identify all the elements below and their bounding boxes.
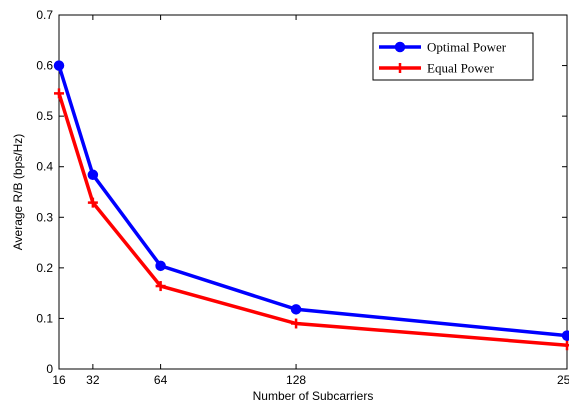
data-point-marker (562, 340, 569, 351)
series-optimal-power (53, 60, 569, 341)
y-tick-label: 0.7 (36, 8, 53, 22)
data-point-marker (395, 63, 405, 73)
data-point-marker (87, 169, 99, 181)
y-tick-label: 0.6 (36, 59, 53, 73)
data-point-marker (53, 60, 65, 71)
legend-label: Optimal Power (427, 40, 507, 55)
y-tick-label: 0.2 (36, 261, 53, 275)
y-tick-label: 0.4 (36, 160, 53, 174)
x-tick-label: 128 (286, 373, 306, 387)
legend-label: Equal Power (427, 61, 494, 76)
y-tick-label: 0.5 (36, 109, 53, 123)
data-point-marker (291, 318, 302, 329)
data-point-marker (561, 330, 569, 341)
data-point-marker (394, 41, 406, 53)
x-tick-label: 32 (86, 373, 100, 387)
y-tick-label: 0.1 (36, 311, 53, 325)
series-equal-power (54, 88, 569, 351)
y-tick-label: 0.3 (36, 210, 53, 224)
data-point-marker (155, 260, 166, 272)
y-tick-label: 0 (46, 362, 53, 376)
data-point-marker (87, 197, 98, 208)
x-tick-label: 256 (557, 373, 569, 387)
y-axis-title: Average R/B (bps/Hz) (11, 134, 25, 251)
legend-entry: Optimal Power (379, 40, 507, 55)
data-point-marker (155, 281, 166, 292)
data-point-marker (54, 88, 64, 99)
axis-ticks: 0 0.1 0.2 0.3 0.4 0.5 0.6 0.7 16 32 64 128 256 (36, 8, 569, 387)
legend: Optimal Power Equal Power (372, 32, 534, 81)
data-point-marker (290, 304, 302, 315)
x-axis-title: Number of Subcarriers (253, 389, 374, 403)
series-layer (53, 60, 569, 351)
legend-entry: Equal Power (379, 61, 494, 76)
x-tick-label: 64 (154, 373, 168, 387)
x-tick-label: 16 (52, 373, 66, 387)
